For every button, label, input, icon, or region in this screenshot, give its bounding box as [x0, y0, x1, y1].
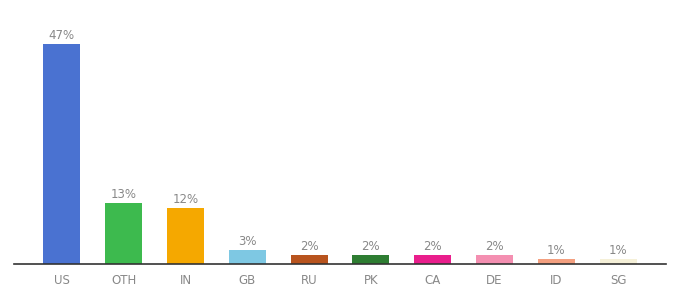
Bar	[352, 255, 390, 264]
Text: 2%: 2%	[424, 240, 442, 253]
Text: 13%: 13%	[111, 188, 137, 201]
Text: 2%: 2%	[300, 240, 318, 253]
Bar	[105, 203, 142, 264]
Bar	[228, 250, 266, 264]
Bar	[414, 255, 452, 264]
Text: 2%: 2%	[362, 240, 380, 253]
Text: 1%: 1%	[547, 244, 566, 257]
Text: 2%: 2%	[486, 240, 504, 253]
Text: 47%: 47%	[49, 29, 75, 43]
Bar	[476, 255, 513, 264]
Text: 12%: 12%	[173, 193, 199, 206]
Bar	[44, 44, 80, 264]
Bar	[600, 259, 636, 264]
Bar	[290, 255, 328, 264]
Bar	[538, 259, 575, 264]
Bar	[167, 208, 204, 264]
Text: 1%: 1%	[609, 244, 628, 257]
Text: 3%: 3%	[238, 235, 256, 248]
